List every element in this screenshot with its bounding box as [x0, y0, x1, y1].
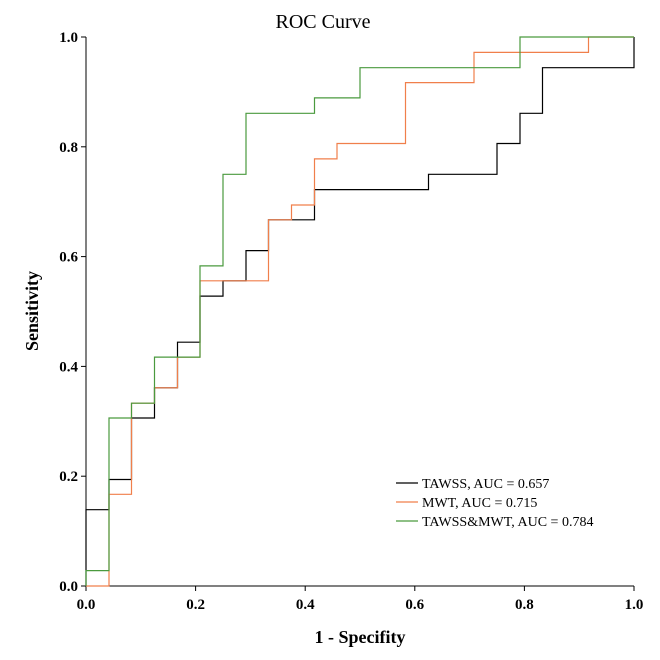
- y-tick-label: 0.6: [59, 250, 78, 266]
- x-tick-label: 0.8: [515, 597, 534, 613]
- y-tick-label: 0.2: [59, 469, 78, 485]
- x-tick-label: 0.2: [186, 597, 205, 613]
- y-tick-label: 0.0: [59, 579, 78, 595]
- y-tick-label: 1.0: [59, 30, 78, 46]
- legend-label: TAWSS, AUC = 0.657: [422, 477, 549, 492]
- series-line-2: [85, 36, 634, 586]
- legend-label: TAWSS&MWT, AUC = 0.784: [422, 515, 593, 530]
- x-axis-label: 1 - Specifity: [315, 627, 406, 647]
- x-ticks: 0.0 0.2 0.4 0.6 0.8 1.0: [77, 586, 644, 613]
- y-axis-label: Sensitivity: [22, 271, 42, 351]
- y-tick-label: 0.8: [59, 140, 78, 156]
- x-tick-label: 0.6: [405, 597, 424, 613]
- x-tick-label: 0.4: [296, 597, 315, 613]
- x-tick-label: 1.0: [625, 597, 644, 613]
- chart-title: ROC Curve: [276, 11, 371, 33]
- x-tick-label: 0.0: [77, 597, 96, 613]
- series-lines: [85, 36, 635, 587]
- legend-label: MWT, AUC = 0.715: [422, 496, 537, 511]
- plot-area: 0.0 0.2 0.4 0.6 0.8 1.0 0.0 0.2 0.4 0.6 0.8 1.0: [59, 30, 643, 613]
- legend: TAWSS, AUC = 0.657 MWT, AUC = 0.715 TAWSS&…: [396, 477, 593, 530]
- y-tick-label: 0.4: [59, 359, 78, 375]
- y-ticks: 0.0 0.2 0.4 0.6 0.8 1.0: [59, 30, 86, 595]
